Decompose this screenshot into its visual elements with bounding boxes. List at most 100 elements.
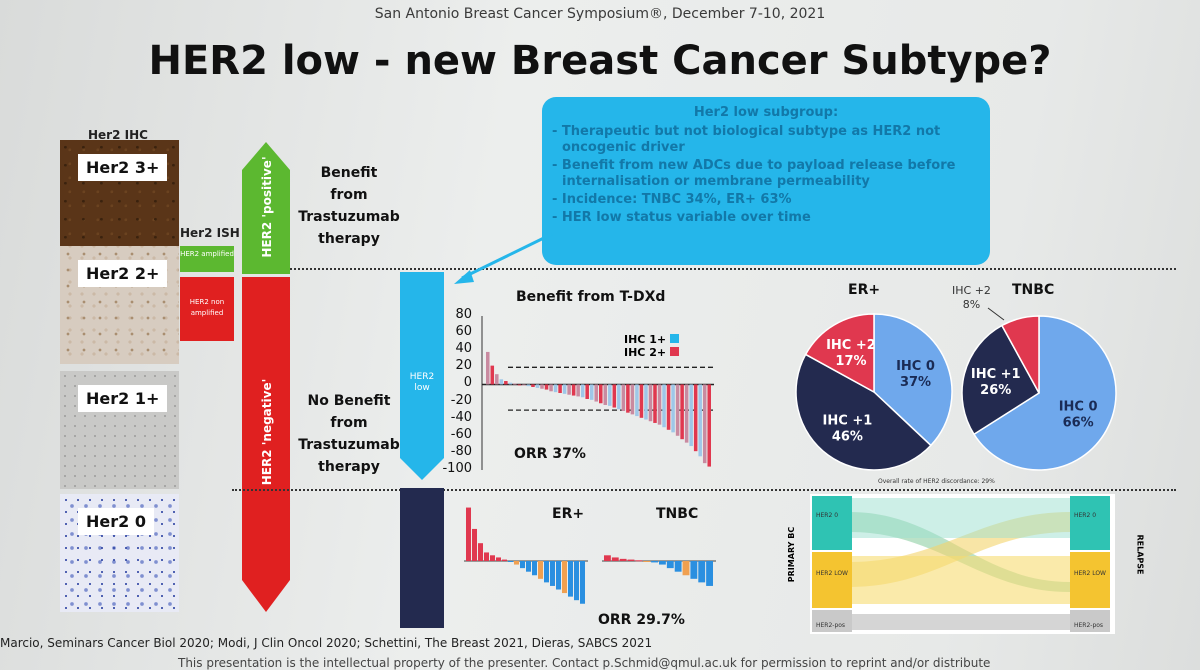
tdxd-bar [531,384,535,388]
tdxd-bar [544,384,549,390]
sankey-right-axis: RELAPSE [1135,534,1145,575]
tdxd-y-tick: -20 [450,392,472,408]
conference-header: San Antonio Breast Cancer Symposium®, De… [374,6,826,22]
her2-positive-label: HER2 'positive' [260,156,274,258]
tdxd-bar [540,384,544,389]
pie-slice-label: IHC 0 [896,359,935,374]
legend-label: IHC 2+ [624,346,667,359]
tdxd-bar [639,384,644,418]
waterfall-bar [514,561,519,565]
benefit-text: Benefit from Trastuzumab therapy [290,162,408,250]
waterfall-bar [580,561,585,604]
erplus-waterfall-chart [464,507,588,604]
pie-slice [961,324,1040,436]
slide-title: HER2 low - new Breast Cancer Subtype? [148,38,1052,84]
tdxd-y-tick: -100 [442,461,472,476]
waterfall-bar [520,561,525,569]
waterfall-bar [698,561,706,583]
callout-bullets: Therapeutic but not biological subtype a… [556,124,976,226]
erplus-waterfall-title: ER+ [552,506,585,522]
waterfall-bar [651,561,658,563]
tdxd-bar [666,384,671,430]
tdxd-bar [522,384,526,386]
tdxd-bar [671,384,675,433]
waterfall-bar [526,561,531,572]
waterfall-bar [627,559,635,561]
tdxd-bar [562,384,567,394]
waterfall-bar [538,561,543,579]
sankey-flow [850,556,1070,604]
her2-low-callout: Her2 low subgroup: Therapeutic but not b… [542,97,990,265]
pie-slice [972,315,1117,471]
tdxd-bar [517,384,522,386]
tdxd-bar [648,384,653,422]
benefit-line: Trastuzumab [298,209,400,225]
tnbc-waterfall-chart [602,555,716,586]
legend-swatch-red [669,347,679,356]
waterfall-bar [484,552,489,561]
callout-pointer-arrow [454,232,553,284]
her2-negative-label: HER2 'negative' [260,378,274,486]
waterfall-bar [472,528,477,561]
her2-low-label: HER2 low [398,372,446,394]
callout-bullet: HER low status variable over time [562,210,976,226]
ish-amplified-box: HER2 amplified [180,246,234,272]
pie-chart-tnbc: IHC 066% IHC +126% [961,315,1117,471]
pie-slice-value: 26% [980,383,1011,398]
tdxd-bar [535,384,540,388]
pie-slice-value: 66% [1063,416,1094,431]
tdxd-y-tick: 60 [455,324,472,340]
tdxd-bar [495,374,499,385]
pie-tnbc-title: TNBC [1012,282,1055,298]
ihc-tile-label: Her2 3+ [78,154,168,181]
waterfall-bar [604,555,611,561]
tdxd-y-tick: 80 [455,307,472,322]
waterfall-bar [550,561,555,586]
waterfall-bar [611,557,619,561]
waterfall-bar [466,507,471,561]
tdxd-bar [567,384,571,395]
callout-bullet: Incidence: TNBC 34%, ER+ 63% [562,192,976,208]
waterfall-bar [706,561,713,586]
tdxd-bar [675,384,680,436]
pie-slice-label: IHC 0 [1059,400,1098,415]
ihc-tile-3plus: Her2 3+ [60,140,179,258]
her2-positive-arrow [242,142,290,274]
tdxd-y-tick: 0 [463,375,472,391]
legend-label: IHC 1+ [624,333,667,346]
tdxd-y-tick: -40 [450,409,472,425]
sankey-node-left-her2-0 [812,496,852,550]
sankey-node-right-her2-low [1070,552,1110,608]
sankey-left-axis: PRIMARY BC [787,526,797,583]
tdxd-bar [580,384,585,398]
tdxd-bar [644,384,648,420]
tdxd-bar [599,384,603,404]
tdxd-bar [499,379,504,385]
ihc-tile-label: Her2 1+ [78,385,168,412]
pie-slice-label: IHC +1 [971,367,1021,382]
waterfall-bar [635,560,643,562]
waterfall-bar [496,557,501,561]
tdxd-y-tick: 40 [455,341,472,357]
pie-slice-label: IHC +2 [826,338,876,353]
tnbc-ihc2-callout: IHC +2 8% [952,284,991,312]
pie-slice [804,313,875,394]
waterfall-bar [562,561,567,594]
tnbc-ihc2-value: 8% [962,298,981,311]
legend-item-ihc2: IHC 2+ [624,346,679,359]
tdxd-bar [486,351,490,385]
separator-line [290,268,1176,270]
copyright-footer: This presentation is the intellectual pr… [178,656,991,670]
pie-slice-value: 37% [900,375,931,390]
ihc-column-label: Her2 IHC [88,128,148,142]
waterfall-bar [508,561,513,562]
sankey-node-right-her2-0 [1070,496,1110,550]
tdxd-chart-title: Benefit from T-DXd [516,289,666,305]
her2-negative-arrow [242,277,290,612]
tdxd-bar [657,384,662,425]
tdxd-waterfall-chart [481,316,714,470]
tdxd-bar [508,382,513,385]
her2-low-label-line: low [414,383,430,393]
ihc-tile-2plus: Her2 2+ [60,246,179,364]
sankey-right-node-label: HER2 LOW [1074,570,1106,577]
